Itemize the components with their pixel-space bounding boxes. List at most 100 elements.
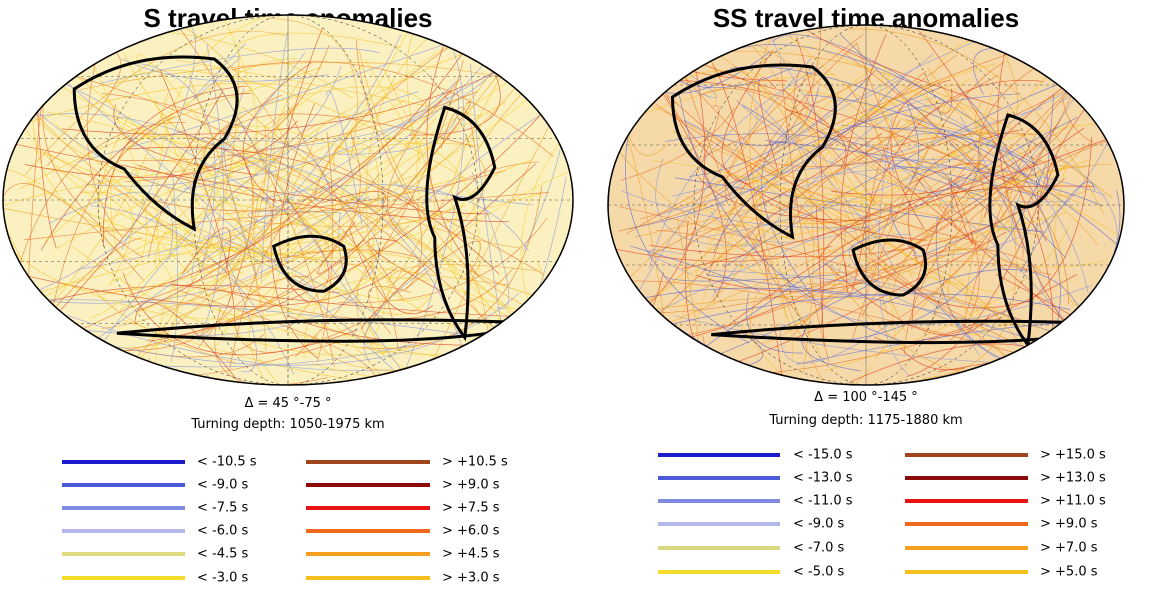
ray-path xyxy=(241,106,548,299)
ray-path xyxy=(220,88,407,378)
legend-label: < -13.0 s xyxy=(793,471,853,486)
ray-path xyxy=(655,158,760,246)
ray-path xyxy=(749,38,824,383)
ray-path xyxy=(450,160,531,278)
ray-path xyxy=(796,36,825,325)
ray-path xyxy=(170,283,516,317)
ray-path xyxy=(761,121,815,300)
map-outline xyxy=(2,14,574,386)
ray-path xyxy=(766,180,1067,242)
legend-label: < -15.0 s xyxy=(793,448,853,463)
ray-path xyxy=(28,298,480,338)
ray-path xyxy=(237,32,402,49)
ray-path xyxy=(666,95,927,241)
ray-path xyxy=(713,86,943,252)
ray-path xyxy=(160,52,544,310)
legend-label: > +7.0 s xyxy=(1040,541,1098,556)
ray-path xyxy=(197,276,310,349)
distance-range: Δ = 45 °-75 ° xyxy=(244,396,331,411)
legend-label: < -10.5 s xyxy=(197,455,257,470)
ray-path xyxy=(758,72,1099,168)
ray-path xyxy=(176,130,399,350)
legend-label: > +10.5 s xyxy=(442,455,508,470)
ray-path xyxy=(156,15,269,266)
ray-path xyxy=(89,131,259,319)
ray-path xyxy=(710,211,897,243)
ray-path xyxy=(741,104,788,144)
ray-path xyxy=(101,106,434,295)
legend-label: < -9.0 s xyxy=(197,478,249,493)
ray-path xyxy=(785,133,1036,239)
coastline xyxy=(72,55,239,232)
ray-path xyxy=(795,105,945,203)
ray-path xyxy=(365,27,442,311)
ray-path xyxy=(900,347,966,371)
ray-path xyxy=(170,173,178,362)
ray-path xyxy=(268,30,476,310)
legend-label: < -6.0 s xyxy=(197,524,249,539)
ray-path xyxy=(44,166,148,242)
ray-path xyxy=(119,166,438,312)
ray-path xyxy=(773,226,821,355)
ray-path xyxy=(619,101,758,288)
ray-path xyxy=(183,81,457,190)
ray-path xyxy=(161,113,200,207)
ray-path xyxy=(856,43,1052,275)
ray-path xyxy=(845,226,866,295)
turning-depth: Turning depth: 1050-1975 km xyxy=(190,417,384,432)
ray-path xyxy=(724,159,1090,199)
ray-path xyxy=(785,108,847,168)
ray-path xyxy=(619,206,1032,324)
ray-path xyxy=(243,132,361,315)
ray-path xyxy=(742,71,814,375)
ray-path xyxy=(801,320,862,372)
ray-path xyxy=(470,63,506,341)
ray-path xyxy=(634,280,1069,369)
ray-path xyxy=(729,174,966,325)
ray-path xyxy=(779,59,830,363)
ray-path xyxy=(966,165,1118,236)
ray-path xyxy=(92,288,236,364)
ray-path xyxy=(3,15,49,66)
ray-path xyxy=(243,152,521,249)
ray-path xyxy=(3,183,144,281)
ray-path xyxy=(195,250,516,320)
ray-path xyxy=(23,192,549,241)
legend-label: > +9.0 s xyxy=(442,478,500,493)
graticule xyxy=(693,25,1039,385)
ray-path xyxy=(699,137,981,225)
ray-path xyxy=(953,154,976,185)
ray-path xyxy=(24,100,239,199)
ray-path xyxy=(52,121,235,301)
ray-paths xyxy=(608,25,1124,385)
legend-label: > +3.0 s xyxy=(442,571,500,586)
ray-path xyxy=(229,177,342,370)
ray-path xyxy=(697,105,720,174)
ray-path xyxy=(24,63,494,328)
ray-path xyxy=(64,266,393,320)
ray-path xyxy=(711,62,784,384)
ray-path xyxy=(190,222,333,258)
ray-path xyxy=(725,34,864,204)
legend-label: > +6.0 s xyxy=(442,524,500,539)
ray-path xyxy=(261,184,529,252)
ray-path xyxy=(122,272,358,356)
legend-label: < -11.0 s xyxy=(793,494,853,509)
ray-path xyxy=(682,135,1118,269)
ray-path xyxy=(1016,352,1070,385)
coastline xyxy=(425,105,497,342)
ray-path xyxy=(284,66,505,333)
ray-path xyxy=(81,191,134,287)
ray-path xyxy=(148,94,283,259)
legend-label: > +13.0 s xyxy=(1040,471,1106,486)
ray-path xyxy=(617,46,646,95)
legend-label: > +7.5 s xyxy=(442,501,500,516)
legend-label: < -7.5 s xyxy=(197,501,249,516)
ray-path xyxy=(232,61,554,157)
ray-path xyxy=(420,85,570,385)
ray-path xyxy=(1020,181,1096,273)
ray-path xyxy=(193,43,246,100)
ray-path xyxy=(796,201,914,280)
ray-path xyxy=(825,263,991,336)
ray-path xyxy=(351,143,380,256)
